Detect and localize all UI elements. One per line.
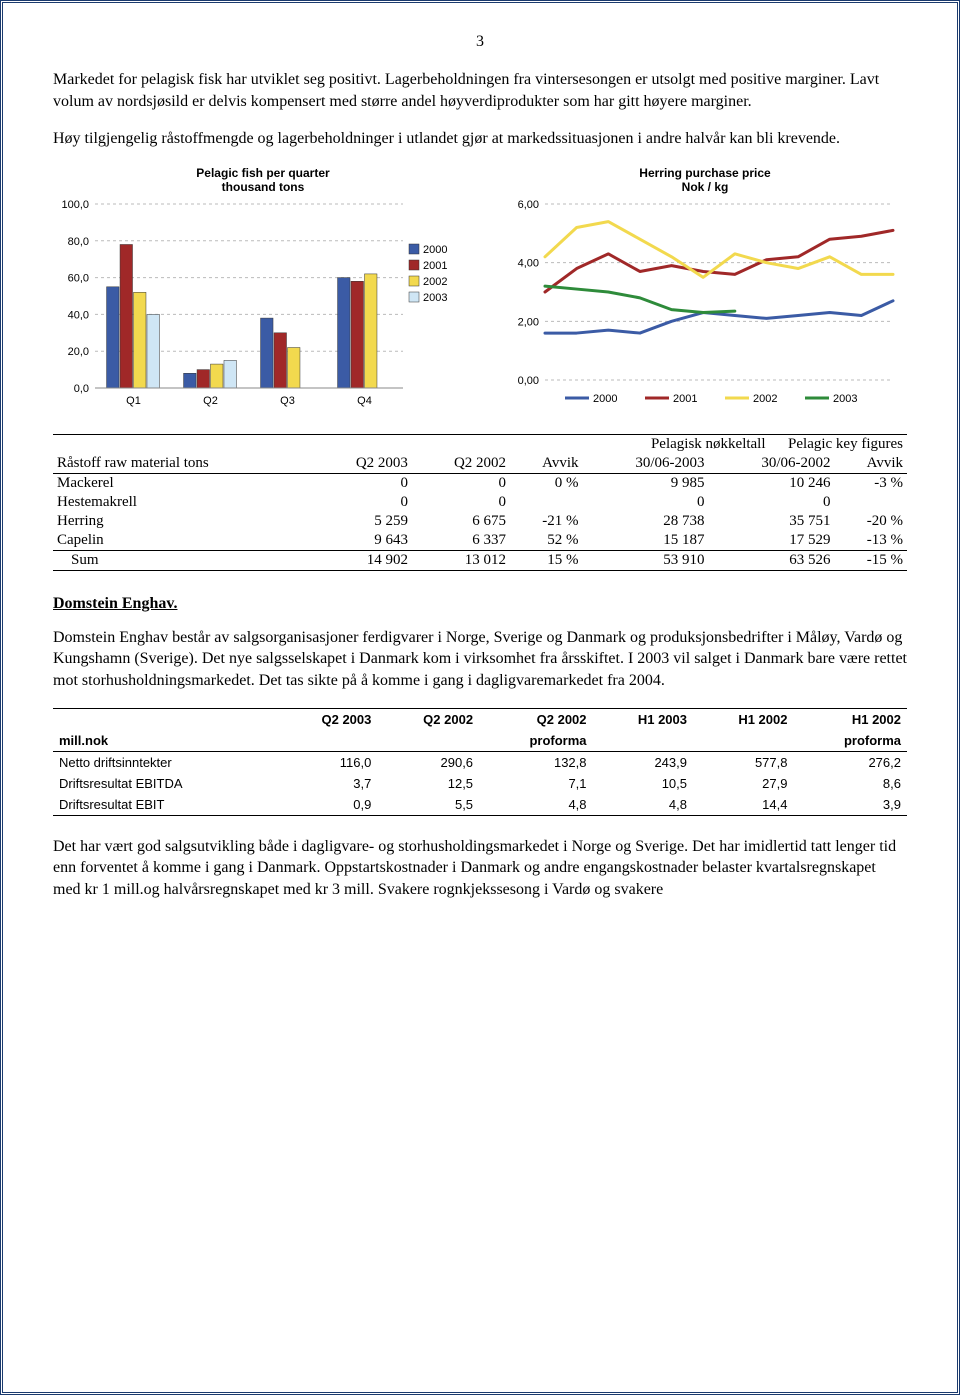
svg-text:2002: 2002 [423,276,447,288]
para-3: Domstein Enghav består av salgsorganisas… [53,627,907,692]
pelagic-table: Pelagisk nøkkeltall Pelagic key figures … [53,434,907,571]
svg-text:100,0: 100,0 [61,200,89,211]
table-row: Netto driftsinntekter116,0290,6132,8243,… [53,751,907,773]
svg-text:Q2: Q2 [203,395,218,407]
svg-text:0,0: 0,0 [74,383,89,395]
svg-text:2000: 2000 [423,244,447,256]
table-row: Hestemakrell0000 [53,493,907,512]
page: 3 Markedet for pelagisk fisk har utvikle… [0,0,960,1395]
svg-text:2003: 2003 [423,292,447,304]
bar-chart-svg: 0,0 20,0 40,0 60,0 80,0 100,0 Q1 Q2 Q3 Q4 2000 2001… [53,200,473,410]
para-2: Høy tilgjengelig råstoffmengde og lagerb… [53,128,907,150]
svg-text:Q1: Q1 [126,395,141,407]
charts-row: Pelagic fish per quarterthousand tons 0,… [53,166,907,410]
line-chart-title: Herring purchase priceNok / kg [503,166,907,194]
svg-text:20,0: 20,0 [68,346,89,358]
svg-text:0,00: 0,00 [518,375,539,387]
bar-chart-title: Pelagic fish per quarterthousand tons [53,166,473,194]
table-row: Herring5 2596 675-21 %28 73835 751-20 % [53,512,907,531]
pelagic-table-header-row2: Råstoff raw material tons Q2 2003 Q2 200… [53,454,907,474]
svg-text:40,0: 40,0 [68,309,89,321]
svg-text:2001: 2001 [673,393,697,405]
table-sum-row: Sum14 90213 01215 %53 91063 526-15 % [53,550,907,570]
line-chart: Herring purchase priceNok / kg 0,00 2,00 4… [503,166,907,410]
pelagic-table-header-row1: Pelagisk nøkkeltall Pelagic key figures [53,434,907,454]
bar-chart: Pelagic fish per quarterthousand tons 0,… [53,166,473,410]
svg-text:Q3: Q3 [280,395,295,407]
svg-text:6,00: 6,00 [518,200,539,211]
svg-text:4,00: 4,00 [518,257,539,269]
fin-table: Q2 2003 Q2 2002 Q2 2002 H1 2003 H1 2002 … [53,708,907,816]
svg-text:80,0: 80,0 [68,236,89,248]
svg-text:2003: 2003 [833,393,857,405]
fin-table-header-row2: mill.nok proforma proforma [53,730,907,752]
svg-text:60,0: 60,0 [68,272,89,284]
para-4: Det har vært god salgsutvikling både i d… [53,836,907,901]
svg-text:2,00: 2,00 [518,316,539,328]
table-row: Mackerel000 %9 98510 246-3 % [53,473,907,493]
svg-text:2000: 2000 [593,393,617,405]
table-row: Driftsresultat EBIT0,95,54,84,814,43,9 [53,794,907,816]
svg-text:2002: 2002 [753,393,777,405]
section-heading: Domstein Enghav. [53,595,907,613]
svg-text:2001: 2001 [423,260,447,272]
svg-text:Q4: Q4 [357,395,372,407]
page-number: 3 [53,33,907,51]
para-1: Markedet for pelagisk fisk har utviklet … [53,69,907,112]
table-row: Driftsresultat EBITDA3,712,57,110,527,98… [53,773,907,794]
line-chart-svg: 0,00 2,00 4,00 6,00 2000 2001 2002 2003 [503,200,903,410]
table-row: Capelin9 6436 33752 %15 18717 529-13 % [53,531,907,551]
fin-table-header-row1: Q2 2003 Q2 2002 Q2 2002 H1 2003 H1 2002 … [53,708,907,730]
